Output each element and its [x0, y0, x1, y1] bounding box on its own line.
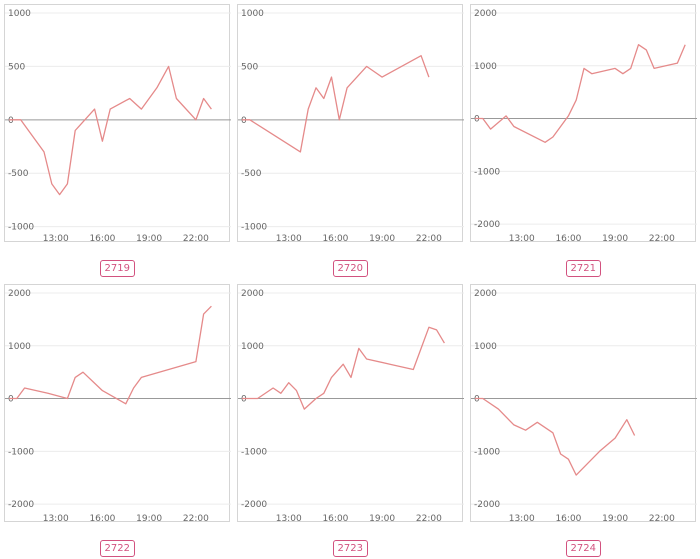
y-tick-label: 0 — [241, 116, 247, 126]
y-tick-label: -500 — [8, 169, 29, 179]
x-tick-label: 19:00 — [136, 514, 162, 524]
y-tick-label: 0 — [8, 395, 14, 405]
x-tick-label: 16:00 — [322, 514, 348, 524]
y-tick-label: -2000 — [474, 220, 500, 230]
series-line — [475, 44, 686, 143]
y-tick-label: -1000 — [474, 167, 500, 177]
x-tick-label: 13:00 — [509, 514, 535, 524]
x-tick-label: 19:00 — [136, 234, 162, 244]
series-line — [242, 326, 445, 410]
x-tick-label: 22:00 — [649, 234, 675, 244]
x-tick-label: 13:00 — [43, 234, 69, 244]
chart-label-badge: 2720 — [332, 260, 368, 277]
x-tick-label: 22:00 — [416, 514, 442, 524]
x-tick-label: 19:00 — [602, 234, 628, 244]
y-tick-label: 500 — [241, 62, 258, 72]
chart-label-badge: 2722 — [99, 540, 135, 557]
line-chart-svg: 2000 1000 0 -1000 -2000 13:00 16:00 19:00 22:00 — [238, 289, 464, 524]
x-tick-label: 13:00 — [276, 514, 302, 524]
series-line — [475, 397, 636, 476]
x-tick-label: 16:00 — [322, 234, 348, 244]
y-tick-label: -2000 — [474, 500, 500, 510]
y-tick-label: -2000 — [241, 500, 267, 510]
y-tick-label: -500 — [241, 169, 262, 179]
y-tick-label: 1000 — [474, 342, 497, 352]
y-tick-label: 1000 — [474, 62, 497, 72]
x-tick-label: 16:00 — [555, 514, 581, 524]
chart-panel-2720: 1000 500 0 -500 -1000 13:00 16:00 19:00 22:00 — [237, 4, 464, 244]
x-tick-label: 22:00 — [416, 234, 442, 244]
series-line — [9, 305, 212, 405]
line-chart-svg: 2000 1000 0 -1000 -2000 13:00 16:00 19:00 22:00 — [5, 289, 231, 524]
x-tick-label: 22:00 — [183, 234, 209, 244]
chart-label-badge: 2719 — [99, 260, 135, 277]
y-tick-label: 0 — [474, 395, 480, 405]
y-tick-label: 2000 — [241, 289, 264, 299]
y-tick-label: -1000 — [8, 223, 34, 233]
x-tick-label: 22:00 — [649, 514, 675, 524]
x-tick-label: 13:00 — [43, 514, 69, 524]
y-tick-label: 500 — [8, 62, 25, 72]
chart-panel-2724: 2000 1000 0 -1000 -2000 13:00 16:00 19:00 22:00 — [470, 284, 697, 524]
y-tick-label: 0 — [241, 395, 247, 405]
x-tick-label: 19:00 — [369, 514, 395, 524]
x-tick-label: 13:00 — [509, 234, 535, 244]
line-chart-svg: 2000 1000 0 -1000 -2000 13:00 16:00 19:00 22:00 — [471, 9, 697, 244]
y-tick-label: 1000 — [241, 342, 264, 352]
chart-label-badge: 2723 — [332, 540, 368, 557]
y-tick-label: -1000 — [474, 447, 500, 457]
line-chart-svg: 2000 1000 0 -1000 -2000 13:00 16:00 19:00 22:00 — [471, 289, 697, 524]
y-tick-label: -1000 — [241, 223, 267, 233]
chart-panel-2721: 2000 1000 0 -1000 -2000 13:00 16:00 19:00 22:00 — [470, 4, 697, 244]
y-tick-label: 1000 — [241, 9, 264, 19]
y-tick-label: 0 — [474, 115, 480, 125]
y-tick-label: 0 — [8, 116, 14, 126]
y-tick-label: 2000 — [474, 9, 497, 19]
y-tick-label: 2000 — [474, 289, 497, 299]
y-tick-label: -2000 — [8, 500, 34, 510]
line-chart-svg: 1000 500 0 -500 -1000 13:00 16:00 19:00 22:00 — [238, 9, 464, 244]
x-tick-label: 16:00 — [89, 514, 115, 524]
chart-panel-2722: 2000 1000 0 -1000 -2000 13:00 16:00 19:00 22:00 — [4, 284, 231, 524]
y-tick-label: 1000 — [8, 342, 31, 352]
y-tick-label: 2000 — [8, 289, 31, 299]
chart-label-badge: 2724 — [565, 540, 601, 557]
series-line — [9, 65, 212, 196]
x-tick-label: 19:00 — [369, 234, 395, 244]
y-tick-label: -1000 — [241, 447, 267, 457]
chart-label-badge: 2721 — [565, 260, 601, 277]
y-tick-label: 1000 — [8, 9, 31, 19]
x-tick-label: 19:00 — [602, 514, 628, 524]
x-tick-label: 22:00 — [183, 514, 209, 524]
series-line — [242, 55, 430, 153]
chart-panel-2723: 2000 1000 0 -1000 -2000 13:00 16:00 19:00 22:00 — [237, 284, 464, 524]
line-chart-svg: 1000 500 0 -500 -1000 13:00 16:00 19:00 22:00 — [5, 9, 231, 244]
x-tick-label: 16:00 — [89, 234, 115, 244]
chart-panel-2719: 1000 500 0 -500 -1000 13:00 16:00 19:00 22:00 — [4, 4, 231, 244]
y-tick-label: -1000 — [8, 447, 34, 457]
x-tick-label: 13:00 — [276, 234, 302, 244]
x-tick-label: 16:00 — [555, 234, 581, 244]
